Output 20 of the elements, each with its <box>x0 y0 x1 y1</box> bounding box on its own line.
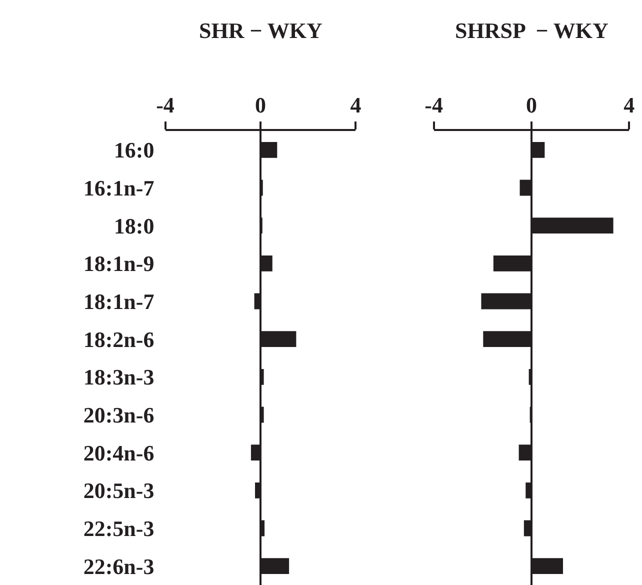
x-tick-label: -4 <box>424 92 443 118</box>
y-tick-label: 16:1n-7 <box>83 175 154 200</box>
y-tick-label: 20:5n-3 <box>83 478 154 504</box>
y-tick-label: 22:6n-3 <box>83 554 154 579</box>
y-tick-label: 20:4n-6 <box>83 440 154 466</box>
y-tick-label: 18:1n-9 <box>83 251 154 276</box>
x-tick-label: -4 <box>156 92 174 118</box>
x-tick-label: 4 <box>350 92 362 118</box>
chart-title: SHRSP − WKY <box>455 18 608 43</box>
x-tick-label: 0 <box>526 92 537 118</box>
x-tick-label: 4 <box>624 92 635 118</box>
y-tick-label: 18:0 <box>114 213 154 238</box>
y-tick-label: 18:1n-7 <box>83 288 154 314</box>
chart-title: SHR − WKY <box>199 18 322 43</box>
y-tick-label: 18:3n-3 <box>83 364 154 390</box>
y-tick-label: 22:5n-3 <box>83 516 154 541</box>
y-tick-label: 18:2n-6 <box>83 326 154 352</box>
y-tick-label: 20:3n-6 <box>83 402 154 428</box>
y-tick-label: 16:0 <box>114 138 154 163</box>
x-tick-label: 0 <box>254 92 266 118</box>
